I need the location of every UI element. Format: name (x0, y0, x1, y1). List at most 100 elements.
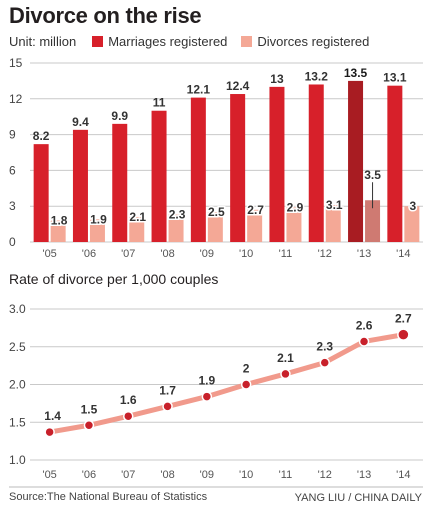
divorces-bar (168, 214, 184, 242)
marriages-value-label: 9.4 (72, 115, 89, 129)
divorces-value-label: 2.7 (247, 203, 264, 217)
line-y-tick-1.0: 1.0 (9, 453, 26, 467)
bar-x-tick-label: '12 (318, 248, 332, 260)
divorces-bar (404, 206, 420, 242)
bar-y-tick-9: 9 (9, 128, 16, 142)
divorces-value-label: 2.1 (129, 210, 146, 224)
line-x-tick-label: '12 (318, 469, 332, 481)
marriages-value-label: 13.5 (344, 66, 368, 80)
divorce-rate-value-label: 2.7 (395, 312, 412, 326)
marriages-value-label: 12.1 (187, 83, 211, 97)
marriages-bar (230, 94, 246, 242)
divorce-rate-point (280, 368, 291, 380)
divorce-rate-value-label: 2.1 (277, 351, 294, 365)
source-note: Source:The National Bureau of Statistics (9, 491, 208, 503)
line-x-tick-label: '10 (239, 469, 253, 481)
marriages-bar (348, 80, 364, 243)
divorce-rate-point (162, 401, 173, 412)
bar-x-tick-label: '09 (200, 248, 214, 260)
line-x-tick-label: '05 (42, 469, 56, 481)
chart-title: Divorce on the rise (9, 3, 202, 28)
credit-note: YANG LIU / CHINA DAILY (294, 492, 422, 504)
line-y-tick-1.5: 1.5 (9, 415, 26, 429)
divorce-rate-value-label: 1.4 (44, 409, 61, 423)
marriages-bar (387, 85, 403, 242)
divorce-rate-point (83, 420, 95, 431)
divorce-rate-value-label: 1.5 (81, 402, 98, 416)
marriages-value-label: 9.9 (111, 109, 128, 123)
marriages-value-label: 8.2 (33, 129, 50, 143)
bar-x-tick-label: '13 (357, 248, 371, 260)
line-chart-title: Rate of divorce per 1,000 couples (9, 271, 219, 287)
divorce-rate-value-label: 2.6 (356, 318, 373, 332)
divorce-rate-value-label: 2.3 (316, 340, 333, 354)
divorces-bar (129, 216, 145, 242)
line-x-tick-label: '11 (279, 469, 293, 481)
marriages-bar (33, 144, 49, 242)
divorces-bar (365, 200, 381, 242)
divorces-value-label: 1.8 (51, 214, 68, 228)
marriages-legend-label: Marriages registered (108, 34, 228, 49)
marriages-bar (112, 123, 128, 242)
marriages-value-label: 11 (153, 96, 166, 110)
divorce-rate-point (123, 410, 134, 422)
divorce-rate-value-label: 1.6 (120, 393, 137, 407)
bar-y-tick-0: 0 (9, 235, 16, 249)
divorces-bar (247, 209, 263, 242)
line-x-tick-label: '08 (160, 469, 174, 481)
divorces-value-label: 3.1 (326, 198, 343, 212)
divorce-rate-value-label: 2 (243, 362, 250, 376)
bar-x-tick-label: '07 (121, 248, 135, 260)
line-x-tick-label: '06 (82, 469, 96, 481)
bar-x-tick-label: '11 (279, 248, 293, 260)
bar-x-tick-label: '06 (82, 248, 96, 260)
marriages-bar (308, 84, 324, 242)
divorces-legend-label: Divorces registered (257, 34, 370, 49)
divorce-rate-point (240, 379, 252, 390)
unit-label: Unit: million (9, 34, 77, 49)
divorces-value-label: 2.9 (287, 200, 304, 214)
marriages-value-label: 13 (270, 72, 284, 86)
divorces-value-label: 1.9 (90, 212, 107, 226)
divorces-bar (89, 219, 105, 242)
divorce-rate-point (44, 426, 55, 438)
divorces-bar (207, 212, 223, 242)
divorces-bar (286, 207, 302, 242)
divorce-rate-point (397, 328, 410, 341)
divorce-rate-point (201, 391, 213, 402)
marriages-value-label: 13.1 (383, 71, 407, 85)
divorce-rate-point (358, 336, 370, 347)
marriages-legend-swatch (92, 36, 104, 47)
marriages-value-label: 12.4 (226, 79, 250, 93)
line-x-tick-label: '14 (396, 469, 410, 481)
divorces-value-label: 2.3 (169, 208, 186, 222)
divorces-legend-swatch (241, 36, 253, 47)
divorce-rate-value-label: 1.7 (159, 383, 176, 397)
bar-x-tick-label: '08 (160, 248, 174, 260)
bar-x-tick-label: '14 (396, 248, 410, 260)
divorces-bar (325, 205, 341, 242)
line-x-tick-label: '13 (357, 469, 371, 481)
line-x-tick-label: '07 (121, 469, 135, 481)
bar-y-tick-12: 12 (9, 92, 23, 106)
marriages-bar (269, 86, 285, 242)
line-y-tick-2.5: 2.5 (9, 340, 26, 354)
bar-y-tick-15: 15 (9, 56, 23, 70)
bar-y-tick-3: 3 (9, 199, 16, 213)
marriages-bar (151, 110, 167, 242)
divorces-bar (50, 220, 66, 242)
bar-y-tick-6: 6 (9, 163, 16, 177)
marriages-bar (190, 97, 206, 243)
bar-x-tick-label: '05 (42, 248, 56, 260)
divorces-value-label: 3.5 (364, 168, 381, 182)
divorces-value-label: 3 (410, 199, 417, 213)
marriages-bar (72, 129, 88, 242)
legend: Unit: million Marriages registered Divor… (9, 34, 369, 49)
line-x-tick-label: '09 (200, 469, 214, 481)
divorces-value-label: 2.5 (208, 205, 225, 219)
divorce-rate-value-label: 1.9 (199, 374, 216, 388)
marriages-value-label: 13.2 (305, 69, 329, 83)
divorce-rate-line (47, 332, 406, 435)
line-y-tick-3.0: 3.0 (9, 302, 26, 316)
